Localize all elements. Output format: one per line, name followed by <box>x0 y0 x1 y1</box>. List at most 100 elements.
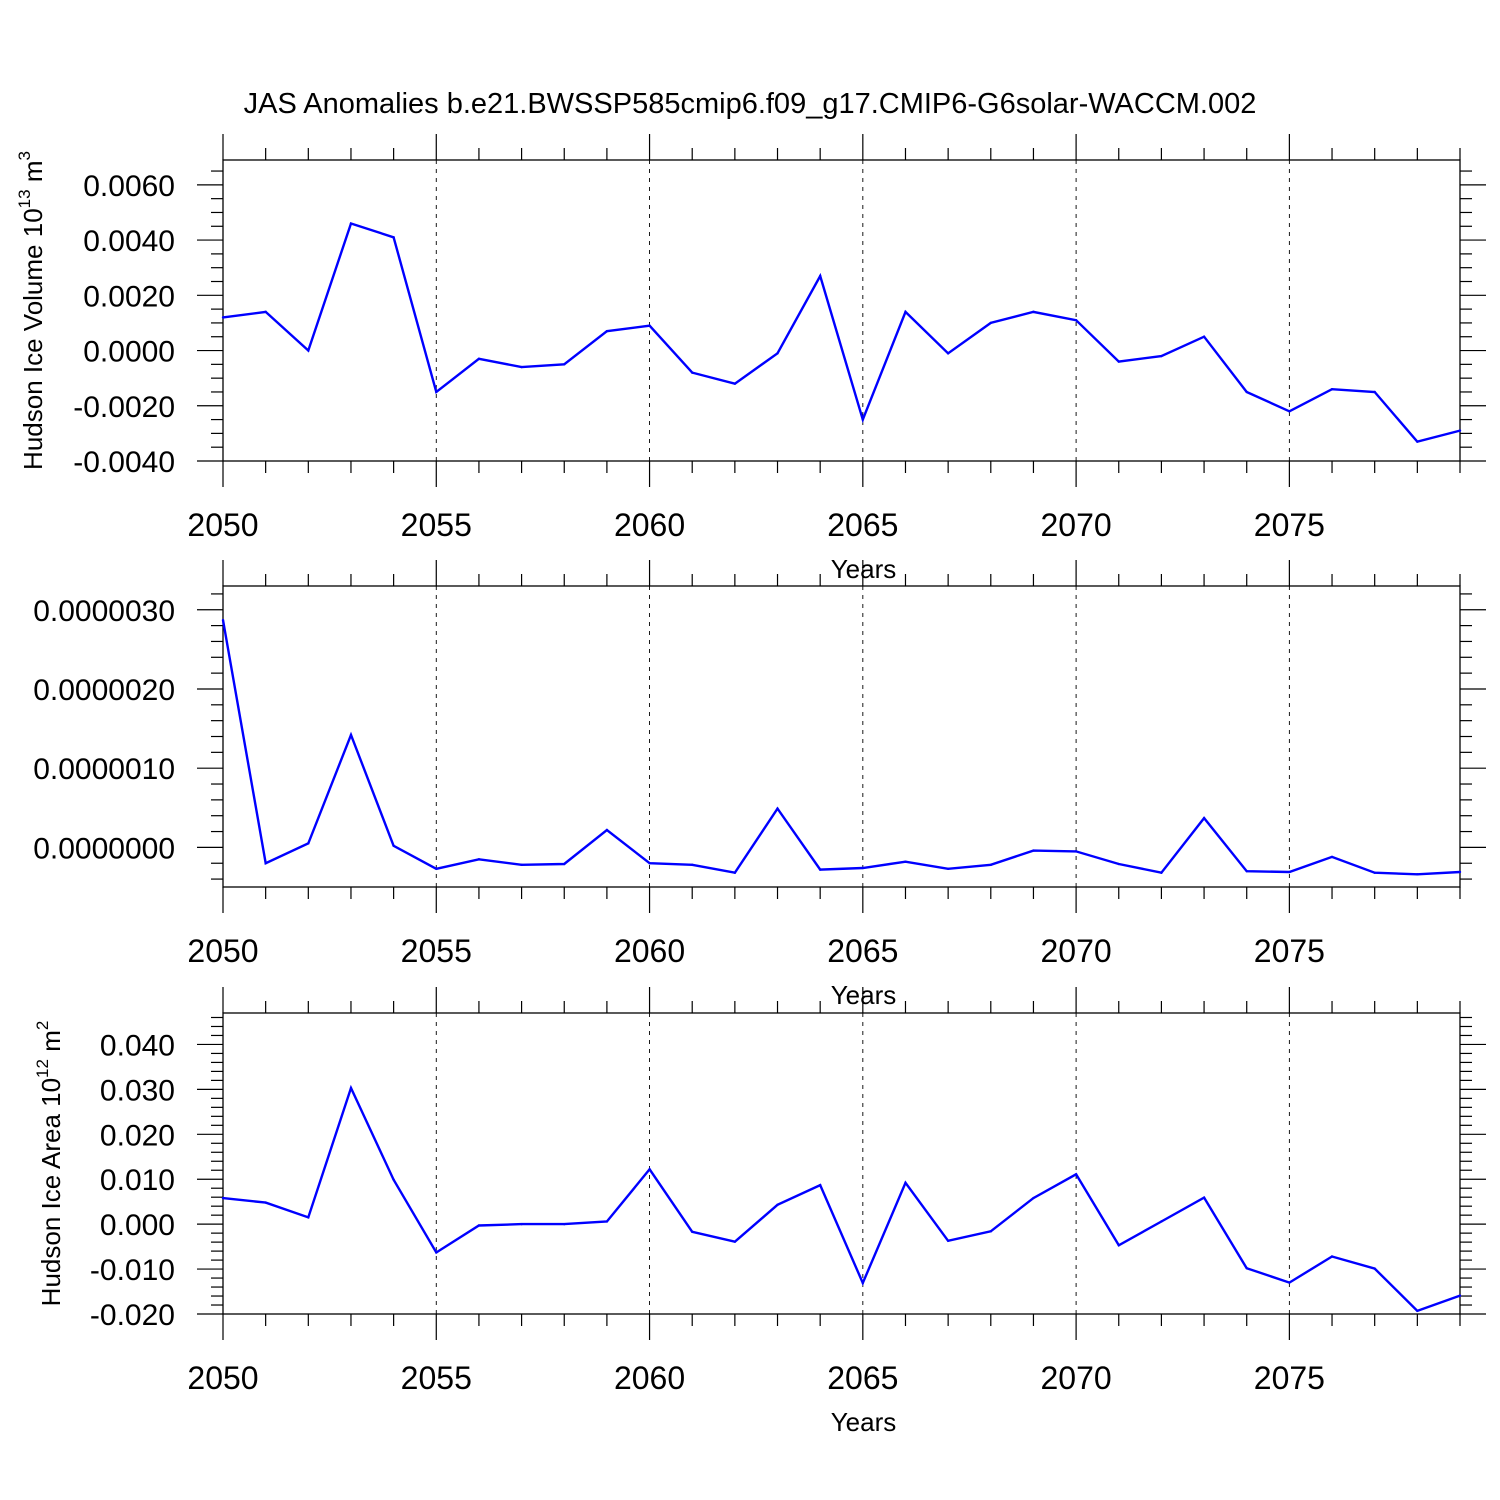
data-point <box>1202 335 1206 338</box>
data-point <box>264 1201 267 1204</box>
data-point <box>349 1086 353 1090</box>
data-point <box>904 310 907 314</box>
data-point <box>648 862 651 865</box>
data-point <box>392 844 395 848</box>
data-point <box>477 858 481 861</box>
plot-frame <box>222 1012 1461 1315</box>
y-tick-label: 0.0060 <box>83 170 175 203</box>
x-axis-label: Years <box>831 980 897 1010</box>
y-tick-label: 0.020 <box>100 1119 175 1152</box>
data-point <box>691 1230 694 1233</box>
data-point <box>989 1230 992 1233</box>
y-tick-label: 0.0040 <box>83 225 175 258</box>
data-point <box>349 222 353 225</box>
data-point <box>1160 871 1163 874</box>
y-tick-label: 0.0000 <box>83 336 175 369</box>
y-axis-label-exponent: 12 <box>33 1059 52 1078</box>
data-point <box>563 862 566 866</box>
y-tick-label: 0.030 <box>100 1074 175 1107</box>
data-point <box>435 867 438 870</box>
data-point <box>563 1222 566 1226</box>
data-point <box>946 1239 950 1242</box>
data-point <box>904 860 907 863</box>
data-point <box>1373 390 1376 394</box>
figure-title: JAS Anomalies b.e21.BWSSP585cmip6.f09_g1… <box>244 88 1257 120</box>
data-point <box>307 842 310 845</box>
data-point <box>733 382 737 385</box>
x-tick-label: 2055 <box>401 1360 472 1396</box>
y-axis-label: Hudson Ice Area 1012 m2 <box>33 1021 66 1307</box>
data-point <box>605 828 609 832</box>
data-point <box>861 418 865 421</box>
data-point <box>733 871 737 874</box>
data-point <box>520 1222 523 1226</box>
data-point <box>1117 862 1120 866</box>
data-point <box>1373 1267 1376 1270</box>
data-point <box>1117 1244 1120 1247</box>
data-point <box>1245 1266 1248 1270</box>
series-line <box>221 619 1461 876</box>
data-point <box>1416 873 1419 876</box>
y-tick-label: 0.040 <box>100 1029 175 1062</box>
data-point <box>1373 871 1376 874</box>
plot-frame <box>222 159 1461 462</box>
data-point <box>989 863 992 867</box>
data-point <box>946 352 950 355</box>
x-tick-label: 2060 <box>614 933 685 969</box>
data-point <box>1032 1196 1035 1200</box>
y-tick-label: 0.0020 <box>83 280 175 313</box>
data-point <box>1074 318 1078 322</box>
data-point <box>349 733 353 737</box>
x-tick-label: 2060 <box>614 1360 685 1396</box>
y-tick-label: -0.0040 <box>73 446 175 479</box>
data-point <box>1160 354 1163 358</box>
y-tick-label: 0.0000010 <box>33 753 175 786</box>
data-point <box>691 863 694 867</box>
data-point <box>818 1183 822 1187</box>
data-point <box>221 1196 225 1200</box>
x-tick-label: 2070 <box>1041 1360 1112 1396</box>
data-point <box>648 324 651 327</box>
x-axis-label: Years <box>831 554 897 584</box>
x-tick-label: 2065 <box>827 1360 898 1396</box>
data-point <box>1458 429 1462 432</box>
data-point <box>1074 1173 1078 1176</box>
data-point <box>989 321 992 325</box>
series-line <box>222 221 1461 444</box>
chart-panel-2: 2050 2055 2060 2065 2070 2075 Years 0.0000000 0.… <box>33 560 1486 1010</box>
data-point <box>477 1224 481 1227</box>
data-point <box>861 1281 865 1285</box>
data-point <box>435 390 438 394</box>
y-axis-label: Hudson Ice Volume 1013 m3 <box>15 151 48 470</box>
y-tick-label: -0.0020 <box>73 391 175 424</box>
y-axis-label-text: Hudson Ice Volume 10 <box>18 208 48 470</box>
data-point <box>1245 869 1248 873</box>
x-tick-label: 2075 <box>1254 933 1325 969</box>
data-point <box>1330 388 1334 391</box>
data-point <box>1202 1196 1206 1199</box>
data-point <box>818 274 822 278</box>
data-point <box>776 1203 779 1207</box>
data-point <box>605 1220 609 1223</box>
x-tick-label: 2075 <box>1254 507 1325 543</box>
data-point <box>1330 1255 1334 1258</box>
data-point <box>520 365 523 369</box>
data-point <box>946 867 950 870</box>
data-point <box>1458 1294 1462 1297</box>
data-point <box>1458 870 1462 874</box>
y-axis-label-unit: m <box>18 161 48 190</box>
data-point <box>221 316 225 319</box>
x-tick-label: 2055 <box>401 933 472 969</box>
x-tick-label: 2065 <box>827 933 898 969</box>
data-point <box>776 807 779 810</box>
data-point <box>307 1216 310 1219</box>
data-point <box>392 236 395 239</box>
data-point <box>605 330 609 333</box>
y-axis-label-unit-exponent: 3 <box>15 151 34 160</box>
x-tick-label: 2050 <box>187 507 258 543</box>
x-tick-label: 2060 <box>614 507 685 543</box>
y-axis-label-unit-exponent: 2 <box>33 1021 52 1030</box>
data-point <box>264 862 267 865</box>
data-point <box>648 1168 651 1171</box>
data-point <box>1288 410 1291 413</box>
